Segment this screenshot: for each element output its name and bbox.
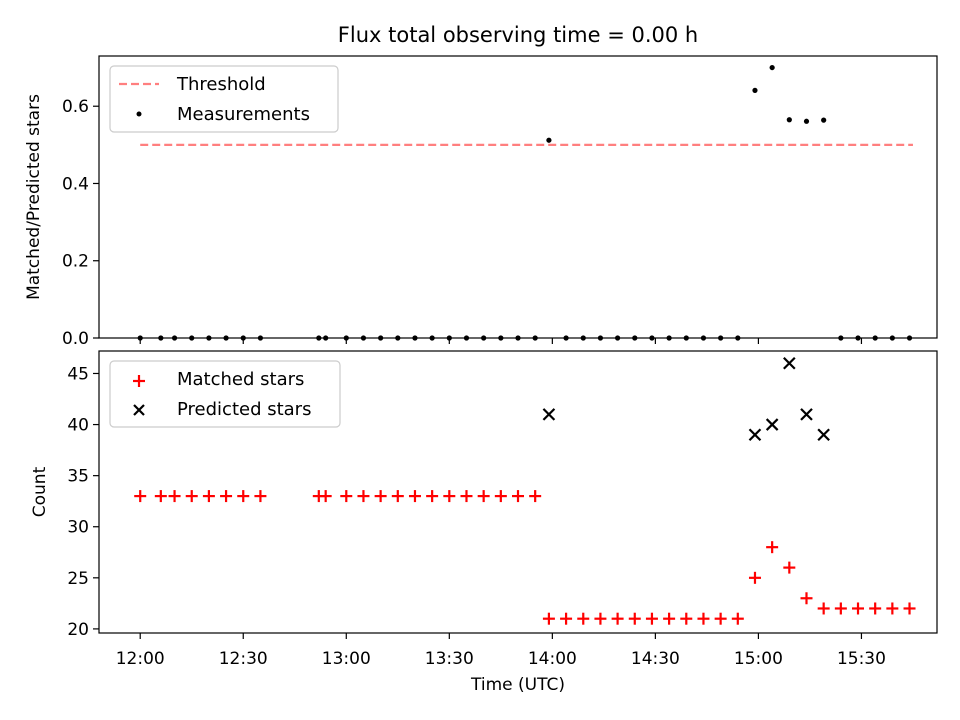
top-panel-y-axis-label: Matched/Predicted stars: [24, 94, 44, 300]
matched-star-point: [134, 490, 147, 503]
x-tick-label: 14:00: [528, 649, 577, 669]
y-tick-label: 25: [67, 569, 89, 589]
y-tick-label: 35: [67, 467, 89, 487]
y-tick-label: 20: [67, 620, 89, 640]
matched-star-point: [714, 612, 727, 625]
x-tick-label: 15:30: [837, 649, 886, 669]
bottom-panel-legend[interactable]: Matched stars Predicted stars: [109, 360, 341, 428]
predicted-star-point: [817, 428, 830, 442]
matched-star-point: [408, 490, 421, 503]
y-tick-label: 0.0: [62, 329, 89, 349]
matched-star-point: [834, 602, 847, 615]
y-tick-label: 0.4: [62, 174, 89, 194]
matched-star-point: [817, 602, 830, 615]
matched-star-point: [697, 612, 710, 625]
legend-matched-stars-label: Matched stars: [177, 369, 304, 390]
measurement-point: [769, 64, 775, 71]
measurement-point: [546, 137, 552, 143]
matched-star-point: [391, 490, 404, 503]
matched-stars-legend-marker: [133, 375, 145, 387]
matched-star-point: [577, 612, 590, 625]
bottom-panel-frame: [98, 350, 938, 634]
matched-star-point: [529, 490, 542, 503]
top-panel-x-ticks: [139, 338, 863, 344]
x-axis-label: Time (UTC): [470, 675, 565, 695]
legend-threshold-label: Threshold: [176, 74, 266, 95]
y-tick-label: 30: [67, 518, 89, 538]
matched-star-point: [340, 490, 353, 503]
predicted-stars-legend-marker: [133, 404, 145, 416]
legend-measurements-label: Measurements: [177, 104, 310, 125]
matched-star-point: [512, 490, 524, 503]
matched-star-point: [731, 612, 744, 625]
x-tick-label: 14:30: [631, 649, 680, 669]
predicted-star-point: [765, 418, 779, 431]
top-panel-frame: [98, 55, 938, 339]
matched-star-point: [628, 612, 641, 625]
x-tick-label: 13:30: [425, 649, 474, 669]
matched-star-point: [800, 592, 813, 605]
matched-star-point: [560, 612, 573, 625]
matched-star-point: [680, 612, 693, 625]
bottom-panel-y-ticks: 20 25 30 35 40 45: [67, 364, 99, 640]
matched-star-point: [220, 490, 233, 503]
matched-star-point: [594, 612, 607, 625]
matched-star-point: [460, 490, 473, 503]
predicted-star-point: [542, 408, 556, 421]
matched-star-point: [374, 490, 387, 503]
matched-star-point: [237, 490, 250, 503]
predicted-star-point: [783, 356, 796, 370]
matched-star-point: [168, 490, 181, 503]
legend-predicted-stars-label: Predicted stars: [177, 399, 311, 420]
y-tick-label: 0.6: [62, 97, 89, 117]
matched-star-point: [319, 490, 332, 503]
bottom-panel-series: [134, 356, 916, 625]
matched-star-point: [202, 490, 215, 503]
top-legend-box: [109, 65, 339, 133]
x-tick-label: 15:00: [734, 649, 783, 669]
matched-star-point: [477, 490, 490, 503]
measurement-point: [821, 117, 827, 123]
matched-star-point: [766, 541, 779, 554]
matched-star-point: [852, 602, 865, 615]
x-tick-label: 12:30: [219, 649, 268, 669]
matched-star-point: [748, 571, 761, 584]
measurement-point: [803, 118, 810, 124]
top-panel-legend[interactable]: Threshold Measurements: [109, 65, 339, 133]
matched-star-point: [254, 490, 267, 503]
matched-star-point: [645, 612, 658, 625]
matched-star-point: [494, 490, 507, 503]
predicted-star-point: [800, 408, 813, 421]
matched-star-point: [154, 490, 167, 503]
bottom-panel-y-axis-label: Count: [30, 466, 50, 517]
x-tick-label: 13:00: [322, 649, 371, 669]
matched-star-point: [542, 612, 555, 625]
matched-star-point: [886, 602, 899, 615]
top-panel-y-ticks: 0.0 0.2 0.4 0.6: [62, 97, 99, 349]
matched-star-point: [869, 602, 882, 615]
bottom-panel-x-ticks: 12:00 12:30 13:00 13:30 14:00 14:30 15:00 15:30: [116, 633, 886, 669]
matched-star-point: [443, 490, 456, 503]
bottom-legend-box: [109, 360, 341, 428]
matched-star-point: [783, 561, 796, 574]
matched-star-point: [426, 490, 439, 503]
y-tick-label: 45: [67, 364, 89, 384]
x-tick-label: 12:00: [116, 649, 165, 669]
matched-star-point: [357, 490, 370, 503]
matched-star-point: [663, 612, 676, 625]
y-tick-label: 0.2: [62, 252, 89, 272]
predicted-star-point: [748, 428, 762, 442]
measurement-point: [752, 87, 758, 93]
matched-star-point: [903, 602, 916, 615]
matched-star-point: [185, 490, 198, 503]
matched-star-point: [611, 612, 624, 625]
measurements-legend-marker: [136, 111, 142, 117]
y-tick-label: 40: [67, 416, 89, 436]
measurement-point: [786, 117, 792, 123]
chart-title: Flux total observing time = 0.00 h: [338, 23, 698, 47]
